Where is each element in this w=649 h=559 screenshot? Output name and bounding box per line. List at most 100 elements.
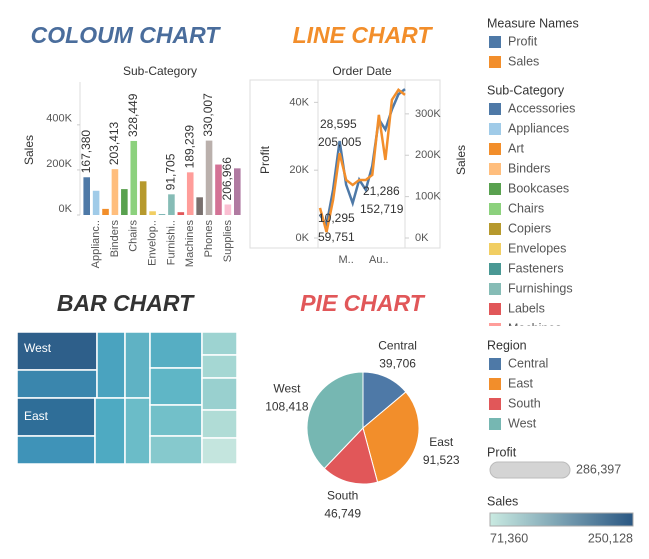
legend-label: Sales bbox=[508, 54, 539, 68]
annotation: 28,595 bbox=[320, 117, 357, 131]
legend-label: Machines bbox=[508, 321, 562, 335]
legend-label: Labels bbox=[508, 301, 545, 315]
value-label: 189,239 bbox=[182, 125, 196, 169]
bar bbox=[205, 140, 213, 215]
y2-tick-label: 200K bbox=[415, 149, 441, 161]
legend-label: Chairs bbox=[508, 201, 544, 215]
legend-swatch bbox=[489, 283, 501, 295]
y-tick-label: 20K bbox=[289, 164, 309, 176]
legend-swatch bbox=[489, 103, 501, 115]
treemap-cell bbox=[201, 331, 238, 356]
y-tick-label: 0K bbox=[59, 203, 73, 215]
legend-label: Profit bbox=[508, 34, 538, 48]
legend-swatch bbox=[489, 203, 501, 215]
bar bbox=[139, 181, 147, 215]
legend-label: Appliances bbox=[508, 121, 569, 135]
pie-label: East bbox=[429, 435, 454, 449]
bar bbox=[92, 190, 100, 215]
annotation: 152,719 bbox=[360, 202, 404, 216]
treemap-cell bbox=[124, 331, 151, 399]
bar bbox=[177, 212, 185, 215]
color-legend bbox=[489, 512, 634, 527]
legend-swatch bbox=[489, 358, 501, 370]
legend-list: Accessories Appliances Art Binders Bookcases… bbox=[489, 101, 575, 335]
size-legend bbox=[489, 461, 571, 479]
legend-label: Furnishings bbox=[508, 281, 573, 295]
legend-swatch bbox=[489, 143, 501, 155]
legend-swatch bbox=[489, 56, 501, 68]
legend-title: Sub-Category bbox=[487, 83, 565, 97]
y2-tick-label: 0K bbox=[415, 232, 429, 244]
treemap-label: East bbox=[24, 409, 49, 423]
legend-title: Sales bbox=[487, 494, 518, 508]
legend-label: 286,397 bbox=[576, 462, 621, 476]
treemap-cell bbox=[149, 331, 203, 369]
bar bbox=[168, 194, 175, 215]
legend-title: Region bbox=[487, 338, 527, 352]
bar bbox=[111, 169, 119, 215]
y2-tick-label: 300K bbox=[415, 108, 441, 120]
y-tick-label: 40K bbox=[289, 96, 309, 108]
value-label: 328,449 bbox=[126, 93, 140, 137]
line-series bbox=[318, 88, 406, 233]
pie-value-label: 108,418 bbox=[265, 399, 309, 413]
legend-swatch bbox=[489, 418, 501, 430]
legend-label: Central bbox=[508, 356, 548, 370]
pie-slice bbox=[362, 391, 420, 483]
value-label: 167,380 bbox=[79, 130, 93, 174]
bar bbox=[121, 189, 128, 215]
treemap-label: West bbox=[24, 341, 52, 355]
x-tick-label: Furnishi.. bbox=[165, 220, 177, 265]
legend-swatch bbox=[489, 183, 501, 195]
legend-label: Art bbox=[508, 141, 525, 155]
x-tick-label: Phones bbox=[203, 220, 215, 258]
x-tick-label: Au.. bbox=[369, 254, 389, 266]
x-tick-label: Supplies bbox=[222, 220, 234, 263]
pie-value-label: 46,749 bbox=[324, 507, 361, 521]
x-tick-label: Binders bbox=[109, 220, 121, 258]
bar bbox=[102, 208, 109, 215]
annotation: 10,295 bbox=[318, 211, 355, 225]
pie-label: West bbox=[273, 381, 301, 395]
y-tick-label: 0K bbox=[296, 232, 310, 244]
legend-label: 250,128 bbox=[588, 531, 633, 545]
pie-label: South bbox=[327, 489, 358, 503]
legend-label: 71,360 bbox=[490, 531, 528, 545]
treemap-cell bbox=[201, 354, 238, 379]
treemap-cell bbox=[124, 397, 151, 465]
legend-title: Measure Names bbox=[487, 16, 579, 30]
x-tick-label: Applianc.. bbox=[90, 220, 102, 268]
treemap-cell bbox=[201, 437, 238, 465]
bar bbox=[158, 214, 166, 215]
legend-swatch bbox=[489, 398, 501, 410]
bar bbox=[149, 211, 156, 215]
legend-swatch bbox=[489, 163, 501, 175]
chart-title: LINE CHART bbox=[293, 22, 434, 48]
value-label: 206,966 bbox=[220, 157, 234, 201]
y2-tick-label: 100K bbox=[415, 191, 441, 203]
annotation: 59,751 bbox=[318, 230, 355, 244]
legend-label: Accessories bbox=[508, 101, 575, 115]
legend-swatch bbox=[489, 323, 501, 326]
annotation: 21,286 bbox=[363, 184, 400, 198]
legend-swatch bbox=[489, 378, 501, 390]
bar bbox=[224, 204, 232, 215]
bar bbox=[196, 197, 203, 215]
y-tick-label: 200K bbox=[46, 158, 72, 170]
treemap-cell bbox=[201, 377, 238, 411]
pie-label: Central bbox=[378, 339, 417, 353]
x-tick-label: Envelop.. bbox=[146, 220, 158, 266]
legend-swatch bbox=[489, 303, 501, 315]
treemap-cell bbox=[16, 331, 98, 371]
line-frame bbox=[249, 79, 441, 249]
treemap-cells bbox=[16, 331, 238, 465]
legend-swatch bbox=[489, 243, 501, 255]
legend-swatch bbox=[489, 36, 501, 48]
panel-header: Sub-Category bbox=[123, 64, 197, 78]
legend-label: East bbox=[508, 376, 534, 390]
legend-label: Binders bbox=[508, 161, 550, 175]
y-tick-label: 400K bbox=[46, 113, 72, 125]
